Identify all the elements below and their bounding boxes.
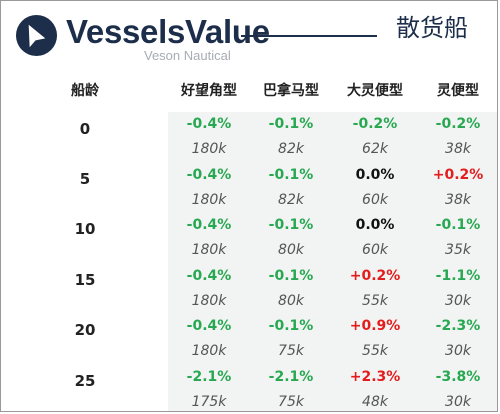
table-row: 15 -0.4% -0.1% +0.2% -1.1% 180k 80k 55k 30k <box>1 264 497 314</box>
price-change-cell: +0.2% <box>349 267 401 284</box>
vessel-value-cell: 82k <box>278 191 304 208</box>
vessel-value-cell: 55k <box>362 343 388 360</box>
price-change-cell: -0.4% <box>186 166 232 183</box>
price-change-cell: -0.1% <box>268 217 314 234</box>
price-change-cell: +2.3% <box>349 369 401 385</box>
price-change-cell: -0.1% <box>435 217 481 234</box>
vesselsvalue-logo-icon <box>15 14 58 57</box>
column-header-supramax: 大灵便型 <box>347 83 403 99</box>
vessel-value-cell: 80k <box>278 292 304 309</box>
vessel-value-cell: 60k <box>362 191 388 208</box>
row-age-label: 10 <box>74 220 96 239</box>
vessel-value-cell: 30k <box>445 343 471 360</box>
price-change-cell: -0.4% <box>186 267 232 284</box>
column-header-capesize: 好望角型 <box>181 83 237 99</box>
price-change-cell: +0.2% <box>432 166 484 183</box>
price-change-cell: -3.8% <box>435 369 481 385</box>
table-row: 5 -0.4% -0.1% 0.0% +0.2% 180k 82k 60k 38k <box>1 163 497 213</box>
brand-name: VesselsValue <box>66 13 270 50</box>
table-header-row: 船龄 好望角型 巴拿马型 大灵便型 灵便型 <box>1 74 497 108</box>
price-change-cell: 0.0% <box>355 217 395 234</box>
section-title: 散货船 <box>396 14 468 42</box>
vessel-value-cell: 180k <box>191 191 227 208</box>
table-row: 20 -0.4% -0.1% +0.9% -2.3% 180k 75k 55k 30k <box>1 314 497 364</box>
price-change-cell: -0.2% <box>352 116 398 132</box>
column-header-age: 船龄 <box>71 83 99 99</box>
vessel-value-cell: 30k <box>445 292 471 309</box>
vessel-value-cell: 35k <box>445 242 471 259</box>
vessel-value-cell: 82k <box>278 141 304 157</box>
vessel-value-cell: 175k <box>191 394 227 410</box>
vessel-value-cell: 180k <box>191 343 227 360</box>
header-divider <box>241 35 377 37</box>
row-age-label: 20 <box>74 321 96 340</box>
valuation-table: 船龄 好望角型 巴拿马型 大灵便型 灵便型 0 -0.4% -0.1% -0.2% -0… <box>1 74 497 411</box>
vessel-value-cell: 80k <box>278 242 304 259</box>
vessel-value-cell: 55k <box>362 292 388 309</box>
price-change-cell: -0.1% <box>268 318 314 335</box>
data-area-background <box>168 112 497 411</box>
price-change-cell: 0.0% <box>355 166 395 183</box>
vessel-value-cell: 180k <box>191 141 227 157</box>
table-row: 0 -0.4% -0.1% -0.2% -0.2% 180k 82k 62k 38k <box>1 112 497 162</box>
vessel-value-cell: 180k <box>191 242 227 259</box>
price-change-cell: +0.9% <box>349 318 401 335</box>
price-change-cell: -2.1% <box>186 369 232 385</box>
column-header-panamax: 巴拿马型 <box>263 83 319 99</box>
vessel-value-cell: 180k <box>191 292 227 309</box>
vessel-value-cell: 38k <box>445 141 471 157</box>
header: VesselsValue Veson Nautical 散货船 <box>1 1 497 73</box>
vessel-value-cell: 75k <box>278 343 304 360</box>
brand-subtitle: Veson Nautical <box>144 48 231 63</box>
vessel-value-cell: 62k <box>362 141 388 157</box>
price-change-cell: -0.4% <box>186 217 232 234</box>
row-age-label: 25 <box>74 372 96 390</box>
vessel-value-cell: 38k <box>445 191 471 208</box>
column-header-handysize: 灵便型 <box>437 83 479 99</box>
price-change-cell: -0.4% <box>186 318 232 335</box>
row-age-label: 5 <box>79 169 91 188</box>
price-change-cell: -0.1% <box>268 116 314 132</box>
table-row: 25 -2.1% -2.1% +2.3% -3.8% 175k 75k 48k 30k <box>1 365 497 411</box>
price-change-cell: -2.1% <box>268 369 314 385</box>
vessel-value-cell: 48k <box>362 394 388 410</box>
vessel-value-cell: 60k <box>362 242 388 259</box>
row-age-label: 15 <box>74 270 96 289</box>
vessel-value-cell: 30k <box>445 394 471 410</box>
row-age-label: 0 <box>79 120 91 138</box>
price-change-cell: -0.2% <box>435 116 481 132</box>
table-row: 10 -0.4% -0.1% 0.0% -0.1% 180k 80k 60k 35k <box>1 213 497 263</box>
price-change-cell: -0.1% <box>268 267 314 284</box>
vessel-value-cell: 75k <box>278 394 304 410</box>
price-change-cell: -1.1% <box>435 267 481 284</box>
price-change-cell: -0.4% <box>186 116 232 132</box>
price-change-cell: -0.1% <box>268 166 314 183</box>
price-change-cell: -2.3% <box>435 318 481 335</box>
